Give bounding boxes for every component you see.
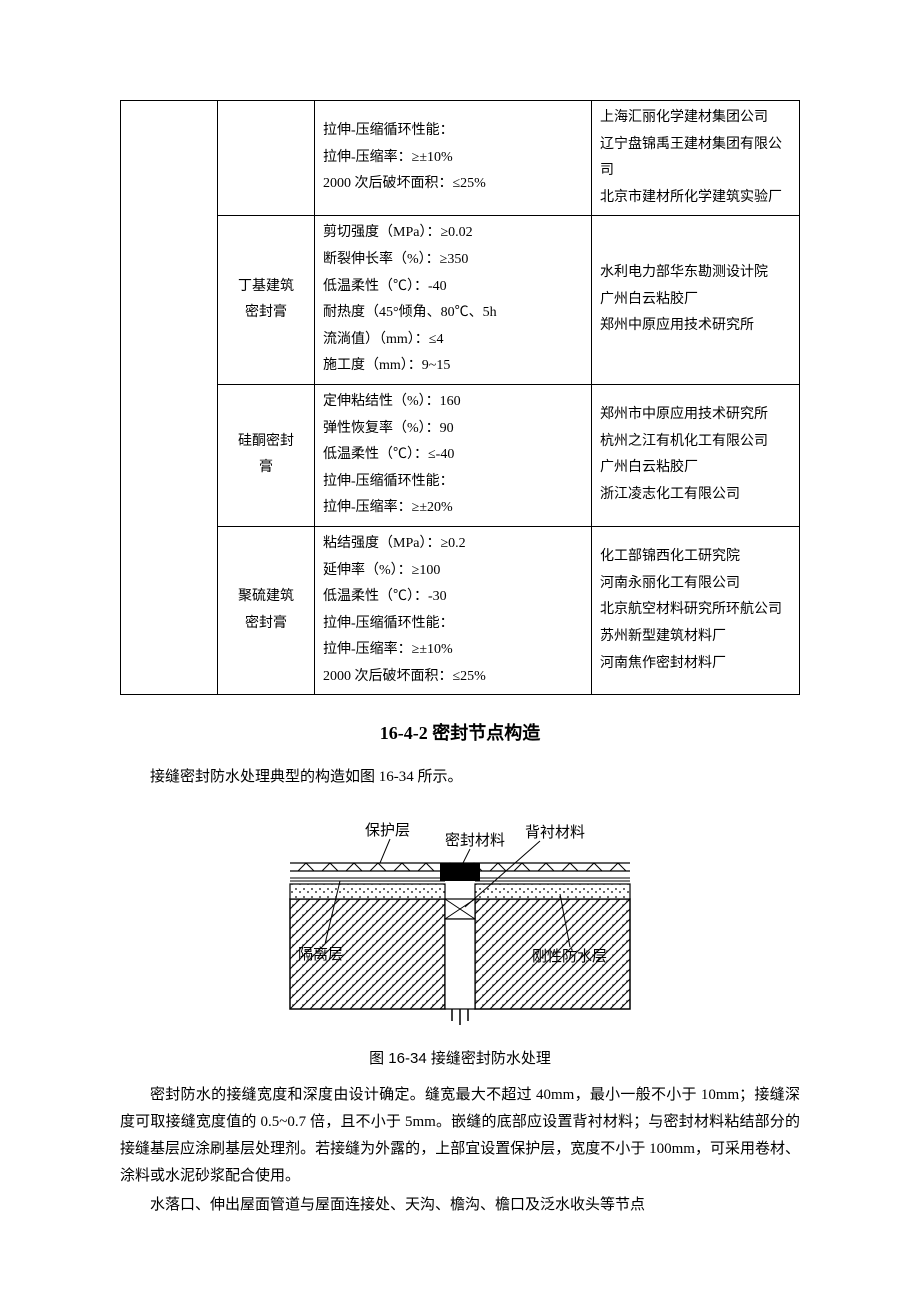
- col-manufacturers: 上海汇丽化学建材集团公司辽宁盘锦禹王建材集团有限公司北京市建材所化学建筑实验厂: [592, 101, 800, 216]
- col-category: [121, 101, 218, 695]
- label-backing: 背衬材料: [525, 824, 585, 841]
- col-manufacturers: 郑州市中原应用技术研究所杭州之江有机化工有限公司广州白云粘胶厂浙江凌志化工有限公…: [592, 384, 800, 526]
- materials-table: 拉伸-压缩循环性能：拉伸-压缩率：≥±10%2000 次后破坏面积：≤25%上海…: [120, 100, 800, 695]
- col-properties: 定伸粘结性（%）：160弹性恢复率（%）：90低温柔性（℃）：≤-40拉伸-压缩…: [315, 384, 592, 526]
- figure-caption: 图 16-34 接缝密封防水处理: [120, 1045, 800, 1072]
- table-row: 聚硫建筑密封膏粘结强度（MPa）：≥0.2延伸率（%）：≥100低温柔性（℃）：…: [121, 526, 800, 695]
- col-properties: 拉伸-压缩循环性能：拉伸-压缩率：≥±10%2000 次后破坏面积：≤25%: [315, 101, 592, 216]
- col-material-name: 聚硫建筑密封膏: [218, 526, 315, 695]
- paragraph-body-2: 水落口、伸出屋面管道与屋面连接处、天沟、檐沟、檐口及泛水收头等节点: [120, 1192, 800, 1219]
- col-properties: 剪切强度（MPa）：≥0.02断裂伸长率（%）：≥350低温柔性（℃）：-40耐…: [315, 216, 592, 385]
- col-manufacturers: 水利电力部华东勘测设计院广州白云粘胶厂郑州中原应用技术研究所: [592, 216, 800, 385]
- col-material-name: 丁基建筑密封膏: [218, 216, 315, 385]
- table-row: 拉伸-压缩循环性能：拉伸-压缩率：≥±10%2000 次后破坏面积：≤25%上海…: [121, 101, 800, 216]
- paragraph-body-1: 密封防水的接缝宽度和深度由设计确定。缝宽最大不超过 40mm，最小一般不小于 1…: [120, 1082, 800, 1190]
- label-protect: 保护层: [365, 822, 410, 839]
- col-material-name: 硅酮密封膏: [218, 384, 315, 526]
- section-title: 16-4-2 密封节点构造: [120, 717, 800, 749]
- figure-16-34: 保护层 密封材料 背衬材料 隔离层 刚性防水层 图 16-34 接缝密封防水处理: [120, 799, 800, 1072]
- col-properties: 粘结强度（MPa）：≥0.2延伸率（%）：≥100低温柔性（℃）：-30拉伸-压…: [315, 526, 592, 695]
- label-sealant: 密封材料: [445, 832, 505, 849]
- label-isolate: 隔离层: [298, 946, 343, 963]
- col-manufacturers: 化工部锦西化工研究院河南永丽化工有限公司北京航空材料研究所环航公司苏州新型建筑材…: [592, 526, 800, 695]
- table-row: 硅酮密封膏定伸粘结性（%）：160弹性恢复率（%）：90低温柔性（℃）：≤-40…: [121, 384, 800, 526]
- col-material-name: [218, 101, 315, 216]
- table-row: 丁基建筑密封膏剪切强度（MPa）：≥0.02断裂伸长率（%）：≥350低温柔性（…: [121, 216, 800, 385]
- paragraph-intro: 接缝密封防水处理典型的构造如图 16-34 所示。: [120, 764, 800, 791]
- label-rigid: 刚性防水层: [532, 948, 607, 965]
